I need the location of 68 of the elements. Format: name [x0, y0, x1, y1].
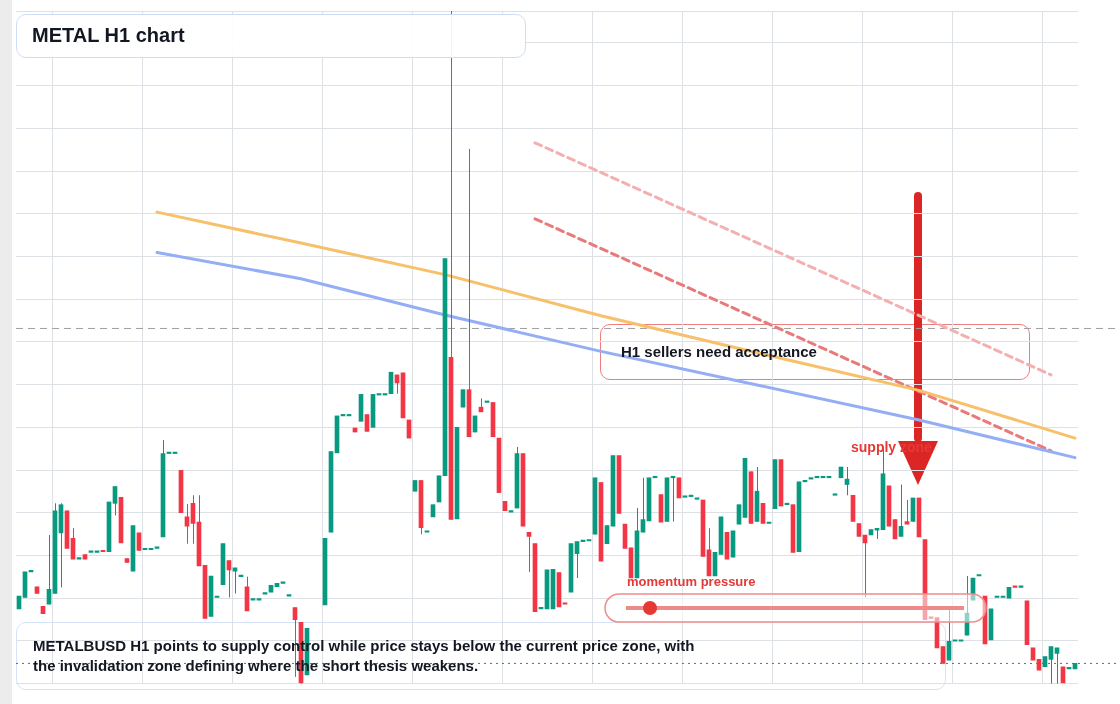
candlestick — [790, 504, 796, 553]
candlestick — [664, 477, 670, 522]
candlestick — [202, 564, 208, 619]
candlestick — [1060, 666, 1066, 684]
candlestick — [604, 525, 610, 545]
candlestick — [796, 481, 802, 553]
candlestick — [364, 414, 370, 432]
candlestick — [736, 504, 742, 525]
candlestick — [442, 258, 448, 477]
candlestick — [886, 485, 892, 527]
candlestick — [550, 568, 556, 610]
candlestick — [220, 543, 226, 586]
candlestick — [892, 518, 898, 540]
candlestick — [934, 617, 940, 649]
candlestick — [838, 466, 844, 479]
candlestick — [748, 471, 754, 525]
candlestick — [136, 532, 142, 551]
candlestick — [520, 453, 526, 527]
candlestick — [400, 372, 406, 419]
candlestick — [334, 415, 340, 454]
candlestick — [352, 427, 358, 433]
candlestick — [388, 371, 394, 395]
candlestick — [922, 539, 928, 621]
candlestick — [772, 459, 778, 510]
candlestick — [430, 504, 436, 518]
candlestick — [118, 496, 124, 544]
candlestick — [940, 646, 946, 664]
candlestick — [868, 529, 874, 536]
candlestick — [568, 543, 574, 593]
candlestick — [16, 595, 22, 610]
candlestick — [208, 575, 214, 617]
candlestick — [22, 571, 28, 599]
candlestick — [592, 477, 598, 535]
candlestick — [460, 389, 466, 408]
candlestick — [472, 415, 478, 433]
annotation: momentum pressure — [627, 574, 756, 589]
candlestick — [742, 457, 748, 518]
candlestick — [406, 419, 412, 439]
candlestick — [412, 479, 418, 492]
candlestick — [610, 455, 616, 527]
candlestick — [850, 494, 856, 522]
candlestick — [724, 531, 730, 560]
candlestick — [130, 525, 136, 572]
candlestick — [64, 510, 70, 549]
candlestick — [910, 497, 916, 522]
title-panel: METAL H1 chart — [16, 14, 526, 58]
candlestick — [556, 572, 562, 608]
candlestick — [598, 481, 604, 562]
candlestick — [328, 451, 334, 533]
candlestick — [436, 475, 442, 503]
candlestick — [730, 530, 736, 558]
candlestick — [616, 455, 622, 514]
candlestick — [718, 516, 724, 555]
candlestick — [106, 501, 112, 553]
candlestick — [970, 577, 976, 601]
candlestick — [544, 569, 550, 610]
candlestick — [778, 459, 784, 507]
candlestick — [856, 523, 862, 537]
candlestick — [622, 523, 628, 549]
candlestick — [916, 497, 922, 538]
candlestick — [1030, 647, 1036, 661]
candlestick — [658, 494, 664, 523]
candlestick — [646, 477, 652, 522]
candlestick — [982, 595, 988, 645]
candlestick — [988, 608, 994, 641]
candlestick — [628, 547, 634, 579]
candlestick — [700, 499, 706, 557]
candlestick — [676, 477, 682, 499]
